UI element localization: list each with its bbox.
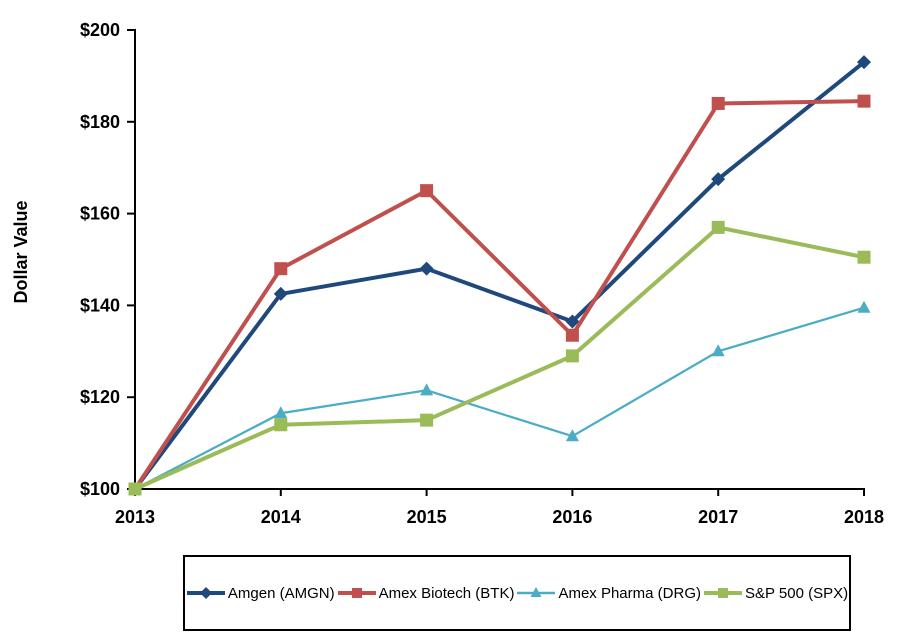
- triangle-legend-icon: [517, 587, 556, 597]
- chart-plot-area: $100 $120 $140 $160 $180 $200 2013 2014 2015 2016…: [80, 20, 884, 527]
- square-marker-icon: [274, 418, 288, 432]
- series-line: [133, 99, 865, 491]
- y-tick-label: $200: [80, 20, 120, 40]
- triangle-marker-icon: [274, 406, 288, 419]
- square-marker-icon: [565, 328, 579, 342]
- y-tick-label: $160: [80, 204, 120, 224]
- legend-item: Amex Biotech (BTK): [337, 584, 515, 602]
- series-line: [133, 60, 866, 491]
- square-marker-icon: [857, 94, 871, 108]
- x-tick-label: 2016: [552, 507, 592, 527]
- square-marker-icon: [717, 588, 728, 598]
- legend-item: Amgen (AMGN): [186, 585, 335, 602]
- square-marker-icon: [128, 482, 142, 496]
- y-tick-label: $180: [80, 112, 120, 132]
- x-tick-label: 2017: [698, 507, 738, 527]
- triangle-marker-icon: [857, 300, 871, 313]
- triangle-marker-icon: [565, 429, 579, 442]
- square-marker-icon: [420, 413, 434, 427]
- square-marker-icon: [857, 250, 871, 264]
- legend-label: Amex Pharma (DRG): [558, 584, 701, 602]
- square-legend-icon: [703, 588, 742, 598]
- square-marker-icon: [274, 262, 288, 276]
- square-marker-icon: [711, 96, 725, 110]
- square-legend-icon: [337, 588, 376, 598]
- y-axis-title: Dollar Value: [11, 200, 31, 303]
- square-marker-icon: [420, 184, 434, 198]
- y-tick-label: $100: [80, 479, 120, 499]
- legend-label: Amex Biotech (BTK): [378, 584, 515, 602]
- diamond-marker-icon: [273, 286, 288, 301]
- series-line: [134, 225, 865, 491]
- x-tick-label: 2015: [407, 507, 447, 527]
- diamond-legend-icon: [186, 587, 225, 599]
- legend-item: Amex Pharma (DRG): [516, 585, 701, 602]
- square-marker-icon: [565, 349, 579, 363]
- legend: Amgen (AMGN) Amex Biotech (BTK) Amex Pharm…: [183, 555, 851, 631]
- y-tick-label: $140: [80, 295, 120, 315]
- diamond-marker-icon: [419, 261, 434, 276]
- y-tick-label: $120: [80, 387, 120, 407]
- legend-label: Amgen (AMGN): [227, 584, 335, 602]
- legend-label: S&P 500 (SPX): [744, 584, 849, 602]
- x-tick-label: 2014: [261, 507, 301, 527]
- square-marker-icon: [351, 588, 362, 598]
- diamond-marker-icon: [711, 172, 726, 187]
- triangle-marker-icon: [420, 383, 434, 396]
- x-tick-label: 2018: [844, 507, 884, 527]
- diamond-marker-icon: [199, 587, 212, 599]
- diamond-marker-icon: [565, 314, 580, 329]
- legend-item: S&P 500 (SPX): [703, 585, 848, 602]
- x-tick-label: 2013: [115, 507, 155, 527]
- square-marker-icon: [711, 220, 725, 234]
- triangle-marker-icon: [711, 344, 725, 357]
- triangle-marker-icon: [530, 587, 542, 597]
- series-line: [134, 306, 865, 490]
- diamond-marker-icon: [857, 55, 871, 70]
